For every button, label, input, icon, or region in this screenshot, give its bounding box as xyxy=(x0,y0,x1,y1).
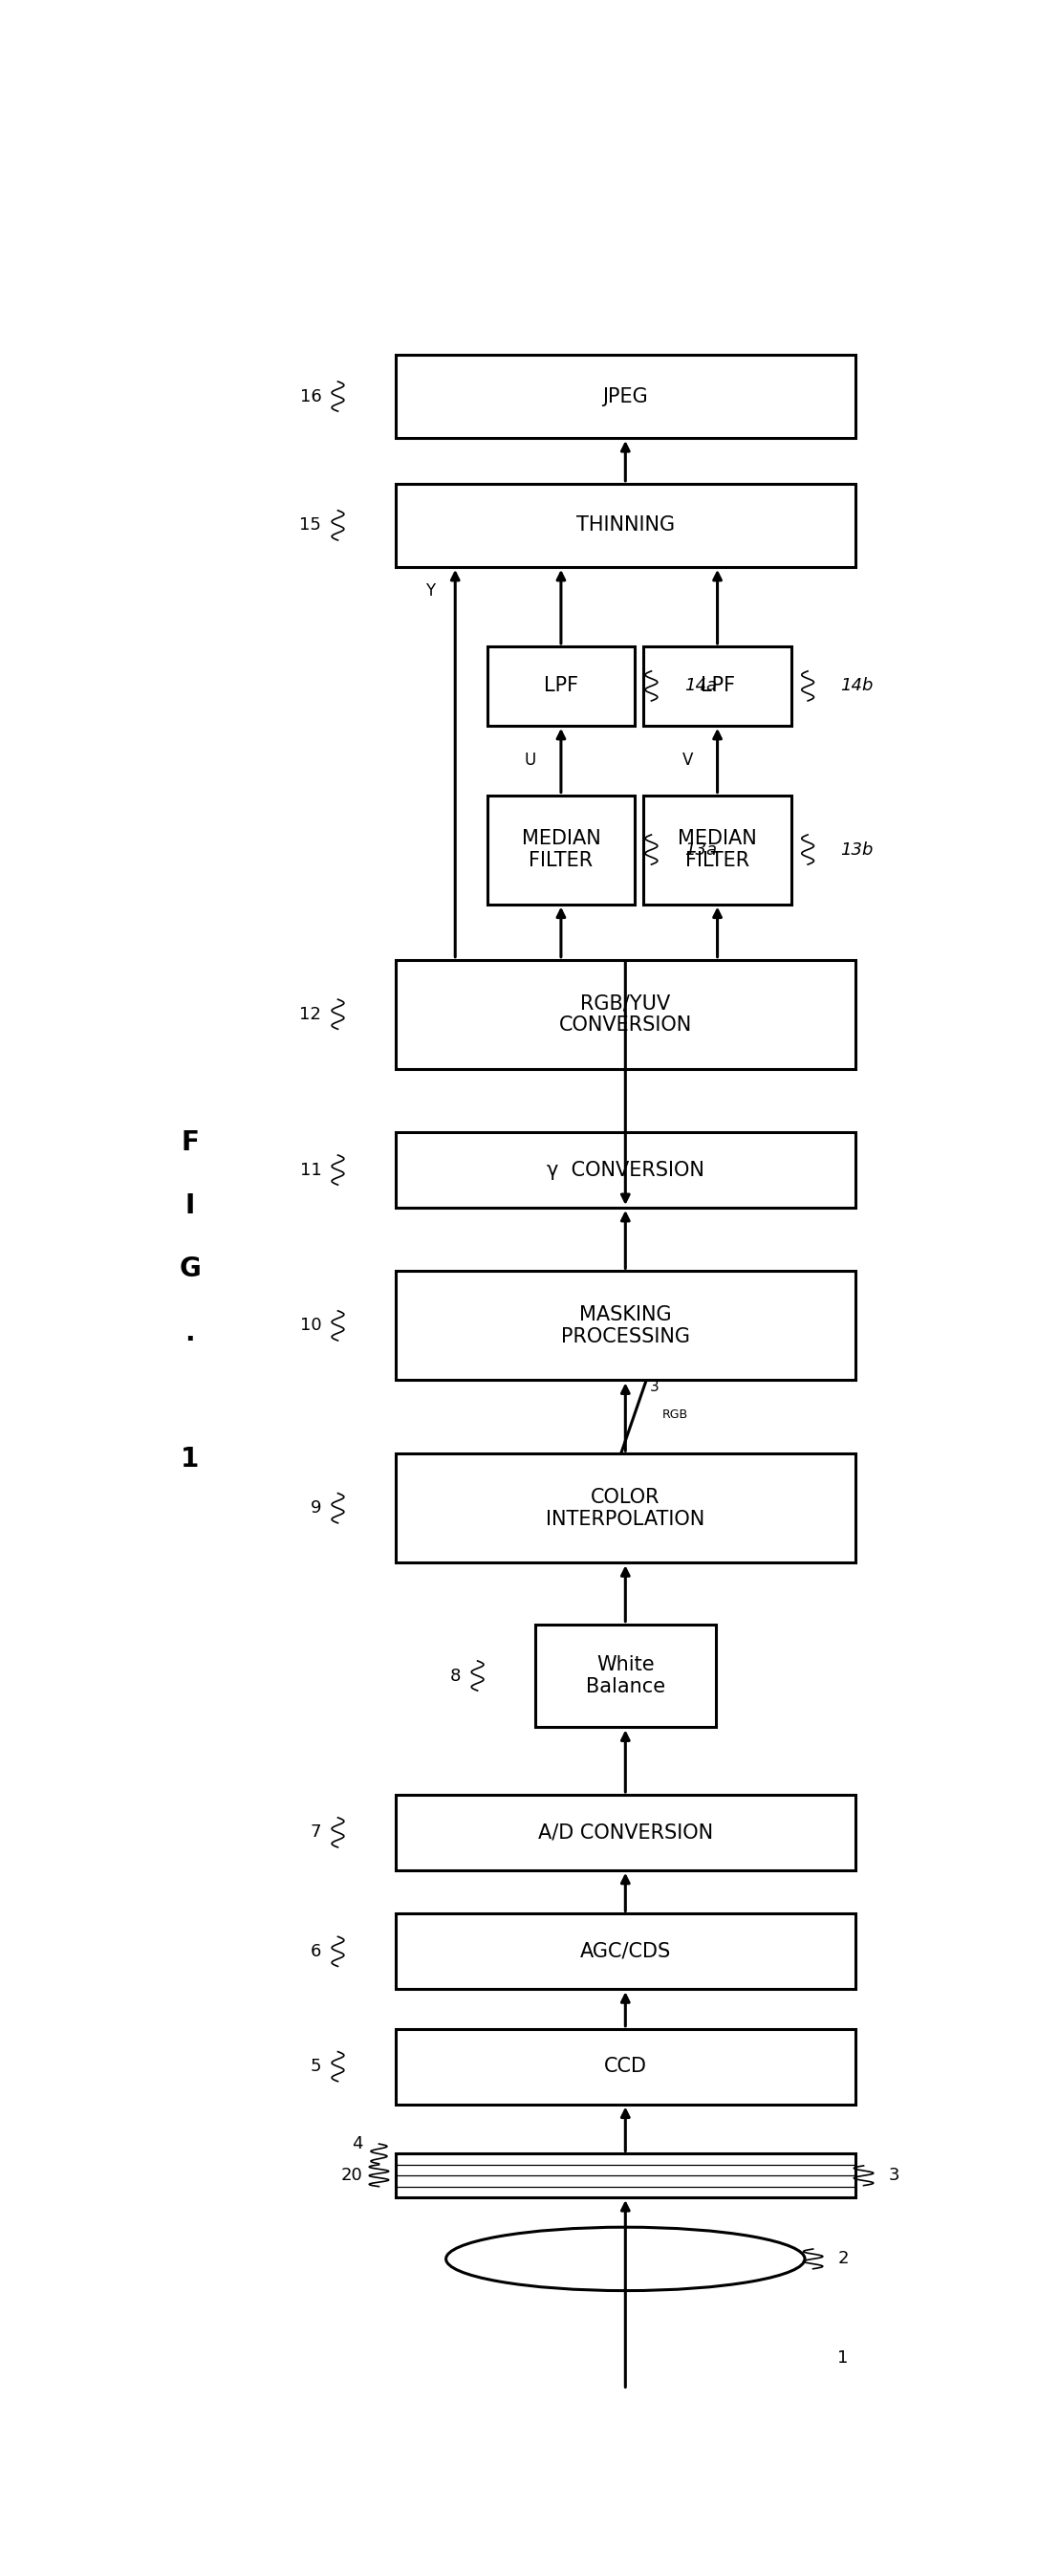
Text: U: U xyxy=(525,752,536,770)
Text: 9: 9 xyxy=(311,1499,321,1517)
Bar xyxy=(487,647,635,726)
Text: LPF: LPF xyxy=(544,677,579,696)
Text: 10: 10 xyxy=(300,1316,321,1334)
Text: γ  CONVERSION: γ CONVERSION xyxy=(547,1159,704,1180)
Text: F: F xyxy=(181,1128,199,1157)
Text: 11: 11 xyxy=(300,1162,321,1180)
Text: 1: 1 xyxy=(837,2349,849,2367)
Text: 13b: 13b xyxy=(841,840,873,858)
Bar xyxy=(395,355,855,438)
Text: Y: Y xyxy=(425,582,435,600)
Text: White
Balance: White Balance xyxy=(586,1656,665,1698)
Bar xyxy=(395,1453,855,1564)
Text: V: V xyxy=(682,752,693,770)
Text: 6: 6 xyxy=(311,1942,321,1960)
Text: 1: 1 xyxy=(181,1445,199,1473)
Ellipse shape xyxy=(446,2326,805,2391)
Text: G: G xyxy=(179,1255,201,1283)
Bar xyxy=(395,1795,855,1870)
Bar xyxy=(487,796,635,904)
Text: COLOR
INTERPOLATION: COLOR INTERPOLATION xyxy=(546,1486,705,1528)
Text: 7: 7 xyxy=(311,1824,321,1842)
Bar xyxy=(395,484,855,567)
Text: JPEG: JPEG xyxy=(602,386,649,407)
Text: .: . xyxy=(184,1319,195,1347)
Text: 4: 4 xyxy=(352,2136,363,2154)
Text: 13a: 13a xyxy=(684,840,717,858)
Bar xyxy=(395,2154,855,2197)
Bar xyxy=(643,647,792,726)
Text: 3: 3 xyxy=(888,2166,899,2184)
Text: 2: 2 xyxy=(837,2251,849,2267)
Text: LPF: LPF xyxy=(701,677,735,696)
Text: A/D CONVERSION: A/D CONVERSION xyxy=(537,1824,713,1842)
Text: 15: 15 xyxy=(300,518,321,533)
Text: 16: 16 xyxy=(300,389,321,404)
Text: RGB/YUV
CONVERSION: RGB/YUV CONVERSION xyxy=(559,994,692,1036)
Text: CCD: CCD xyxy=(604,2058,647,2076)
Text: THINNING: THINNING xyxy=(577,515,674,536)
Text: 14b: 14b xyxy=(841,677,873,696)
Bar xyxy=(395,1270,855,1381)
Bar xyxy=(395,1914,855,1989)
Text: RGB: RGB xyxy=(662,1409,688,1422)
Text: MASKING
PROCESSING: MASKING PROCESSING xyxy=(561,1306,690,1347)
Text: 14a: 14a xyxy=(684,677,717,696)
Text: 20: 20 xyxy=(340,2166,363,2184)
Bar xyxy=(643,796,792,904)
Text: 3: 3 xyxy=(650,1381,659,1394)
Text: 12: 12 xyxy=(300,1005,321,1023)
Text: AGC/CDS: AGC/CDS xyxy=(580,1942,671,1960)
Ellipse shape xyxy=(446,2228,805,2290)
Bar xyxy=(395,1133,855,1208)
Text: 8: 8 xyxy=(450,1667,461,1685)
Text: MEDIAN
FILTER: MEDIAN FILTER xyxy=(677,829,757,871)
Bar xyxy=(535,1625,716,1728)
Bar xyxy=(395,961,855,1069)
Text: MEDIAN
FILTER: MEDIAN FILTER xyxy=(522,829,601,871)
Text: 5: 5 xyxy=(311,2058,321,2076)
Text: I: I xyxy=(186,1193,195,1218)
Bar xyxy=(395,2030,855,2105)
